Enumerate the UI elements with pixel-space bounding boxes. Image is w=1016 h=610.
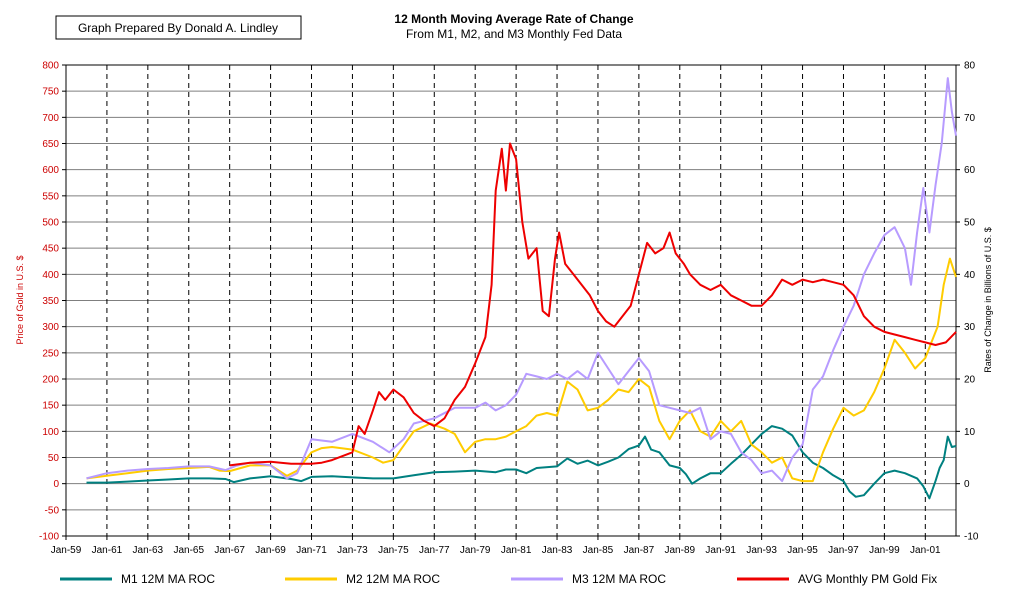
x-tick-label: Jan-99 — [869, 545, 900, 556]
y-left-tick-label: 450 — [42, 244, 59, 255]
y-left-tick-label: 250 — [42, 348, 59, 359]
x-tick-label: Jan-69 — [255, 545, 286, 556]
legend: M1 12M MA ROC M2 12M MA ROC M3 12M MA ROC A… — [60, 572, 937, 586]
y-right-tick-label: 30 — [964, 322, 976, 333]
y-right-tick-label: 50 — [964, 218, 976, 229]
y-left-tick-label: 100 — [42, 427, 59, 438]
y-left-tick-label: 200 — [42, 375, 59, 386]
x-tick-label: Jan-67 — [214, 545, 245, 556]
legend-label: AVG Monthly PM Gold Fix — [798, 572, 937, 586]
y-right-tick-label: 20 — [964, 375, 976, 386]
legend-label: M2 12M MA ROC — [346, 572, 440, 586]
x-tick-label: Jan-73 — [337, 545, 368, 556]
series-line-avg-monthly-pm-gold-fix — [229, 142, 957, 467]
x-tick-label: Jan-81 — [501, 545, 532, 556]
y-left-tick-label: 350 — [42, 296, 59, 307]
y-left-tick-label: 400 — [42, 270, 59, 281]
axes-layer: 8007507006506005505004504003503002502001… — [39, 61, 979, 557]
y-axis-left-title: Price of Gold in U.S. $ — [15, 255, 25, 344]
y-right-tick-label: 10 — [964, 427, 976, 438]
x-tick-label: Jan-77 — [419, 545, 450, 556]
y-right-tick-label: -10 — [964, 532, 979, 543]
y-right-tick-label: 60 — [964, 165, 976, 176]
x-tick-label: Jan-79 — [460, 545, 491, 556]
y-left-tick-label: -100 — [39, 532, 59, 543]
legend-label: M3 12M MA ROC — [572, 572, 666, 586]
x-tick-label: Jan-93 — [746, 545, 777, 556]
y-left-tick-label: 150 — [42, 401, 59, 412]
x-tick-label: Jan-65 — [173, 545, 204, 556]
x-tick-label: Jan-95 — [787, 545, 818, 556]
x-tick-label: Jan-01 — [910, 545, 941, 556]
y-left-tick-label: 700 — [42, 113, 59, 124]
x-tick-label: Jan-71 — [296, 545, 327, 556]
y-right-tick-label: 70 — [964, 113, 976, 124]
x-tick-label: Jan-59 — [51, 545, 82, 556]
x-tick-label: Jan-97 — [828, 545, 859, 556]
x-tick-label: Jan-87 — [624, 545, 655, 556]
y-left-tick-label: -50 — [45, 505, 60, 516]
y-left-tick-label: 800 — [42, 61, 59, 72]
y-right-tick-label: 0 — [964, 479, 970, 490]
y-left-tick-label: 750 — [42, 87, 59, 98]
x-tick-label: Jan-75 — [378, 545, 409, 556]
y-left-tick-label: 500 — [42, 218, 59, 229]
y-left-tick-label: 600 — [42, 165, 59, 176]
series-layer — [86, 77, 957, 500]
credit-text: Graph Prepared By Donald A. Lindley — [78, 21, 278, 35]
x-tick-label: Jan-63 — [133, 545, 164, 556]
y-left-tick-label: 550 — [42, 191, 59, 202]
legend-label: M1 12M MA ROC — [121, 572, 215, 586]
chart-title: 12 Month Moving Average Rate of Change — [394, 12, 633, 26]
credit-box — [55, 15, 302, 40]
x-tick-label: Jan-91 — [705, 545, 736, 556]
grid-layer — [66, 65, 956, 536]
y-right-tick-label: 40 — [964, 270, 976, 281]
x-tick-label: Jan-83 — [542, 545, 573, 556]
y-right-tick-label: 80 — [964, 61, 976, 72]
chart-subtitle: From M1, M2, and M3 Monthly Fed Data — [406, 27, 622, 41]
y-left-tick-label: 0 — [53, 479, 59, 490]
y-left-tick-label: 300 — [42, 322, 59, 333]
x-tick-label: Jan-85 — [583, 545, 614, 556]
x-tick-label: Jan-89 — [665, 545, 696, 556]
series-line-m3-12m-ma-roc — [86, 77, 957, 483]
x-tick-label: Jan-61 — [92, 545, 123, 556]
y-axis-right-title: Rates of Change in Billions of U.S. $ — [983, 227, 993, 373]
y-left-tick-label: 50 — [48, 453, 60, 464]
series-line-m1-12m-ma-roc — [86, 425, 957, 500]
y-left-tick-label: 650 — [42, 139, 59, 150]
